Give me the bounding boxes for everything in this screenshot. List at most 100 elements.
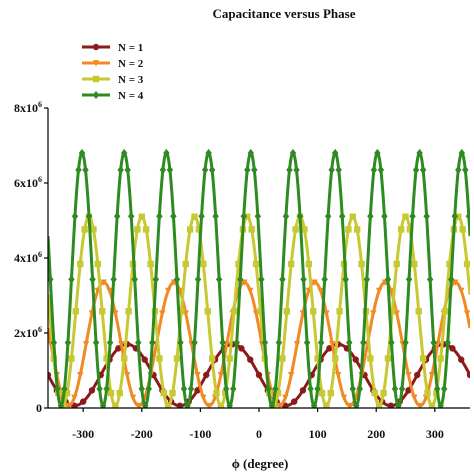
chart-title: Capacitance versus Phase	[213, 6, 356, 21]
data-point	[314, 384, 321, 393]
data-point	[82, 341, 90, 348]
data-point	[339, 212, 346, 221]
data-point	[194, 387, 201, 394]
data-point	[247, 356, 254, 363]
legend-marker	[92, 90, 100, 100]
data-point	[437, 355, 444, 362]
data-point	[370, 310, 377, 317]
data-point	[293, 341, 301, 348]
data-point	[177, 338, 184, 347]
data-point	[342, 275, 349, 284]
data-point	[173, 355, 181, 362]
data-point	[356, 384, 364, 393]
data-point	[301, 226, 308, 233]
data-point	[169, 389, 176, 397]
legend-item: N = 4	[82, 90, 144, 102]
data-point	[123, 372, 131, 379]
data-point	[198, 212, 205, 221]
data-point	[416, 148, 423, 158]
y-tick-label: 8x106	[14, 100, 42, 115]
data-point	[118, 341, 125, 348]
data-point	[247, 148, 254, 158]
legend-label: N = 1	[118, 42, 143, 54]
data-point	[426, 275, 434, 284]
data-point	[375, 402, 383, 408]
data-point	[241, 279, 248, 286]
legend-label: N = 4	[118, 90, 144, 102]
data-point	[120, 355, 128, 362]
data-point	[194, 275, 202, 284]
data-point	[411, 260, 418, 268]
legend-marker	[92, 75, 100, 83]
data-point	[90, 226, 97, 233]
data-point	[82, 165, 89, 175]
data-point	[331, 355, 339, 362]
x-tick-label: 200	[367, 427, 385, 441]
data-point	[424, 389, 431, 397]
data-point	[448, 275, 455, 284]
data-point	[405, 387, 412, 394]
data-point	[75, 165, 82, 175]
data-point	[288, 260, 295, 268]
data-point	[57, 401, 65, 408]
data-point	[433, 384, 441, 393]
data-point	[465, 212, 470, 221]
data-point	[71, 212, 79, 221]
data-point	[64, 338, 72, 347]
data-point	[441, 308, 449, 315]
data-point	[293, 165, 300, 175]
data-point	[381, 212, 388, 221]
data-point	[156, 355, 163, 362]
data-point	[203, 371, 210, 379]
data-point	[462, 165, 469, 175]
data-point	[346, 402, 354, 408]
legend-item: N = 3	[82, 74, 144, 86]
data-point	[282, 394, 289, 402]
data-point	[349, 384, 356, 393]
data-point	[303, 338, 311, 347]
data-point	[77, 372, 84, 379]
data-point	[384, 355, 392, 362]
data-point	[191, 338, 198, 347]
x-tick-label: -300	[72, 427, 94, 441]
data-point	[159, 310, 166, 317]
data-point	[451, 212, 458, 221]
data-point	[180, 384, 188, 393]
data-point	[317, 338, 325, 347]
data-point	[459, 226, 466, 233]
data-point	[310, 401, 318, 408]
data-point	[310, 308, 317, 315]
data-point	[288, 372, 295, 379]
data-point	[134, 226, 141, 233]
data-point	[324, 212, 332, 221]
data-point	[323, 310, 330, 317]
data-point	[419, 165, 427, 175]
data-point	[65, 402, 72, 408]
data-point	[380, 389, 387, 397]
data-point	[173, 275, 181, 284]
data-point	[258, 275, 265, 284]
data-point	[419, 355, 427, 362]
data-point	[257, 308, 264, 315]
data-point	[274, 389, 282, 397]
data-point	[78, 148, 86, 158]
data-point	[100, 279, 107, 286]
data-point	[244, 165, 251, 175]
data-point	[131, 275, 138, 284]
data-point	[449, 345, 456, 352]
data-point	[251, 165, 258, 175]
data-point	[63, 389, 71, 397]
data-point	[226, 401, 233, 408]
data-point	[145, 384, 153, 393]
data-point	[353, 226, 361, 233]
data-point	[331, 148, 339, 158]
data-point	[466, 371, 470, 379]
data-point	[120, 148, 128, 158]
data-point	[204, 308, 211, 315]
data-point	[89, 275, 96, 284]
x-tick-label: 300	[426, 427, 444, 441]
data-point	[238, 345, 245, 352]
data-point	[276, 402, 283, 408]
data-point	[279, 275, 286, 284]
series-3	[48, 213, 470, 408]
